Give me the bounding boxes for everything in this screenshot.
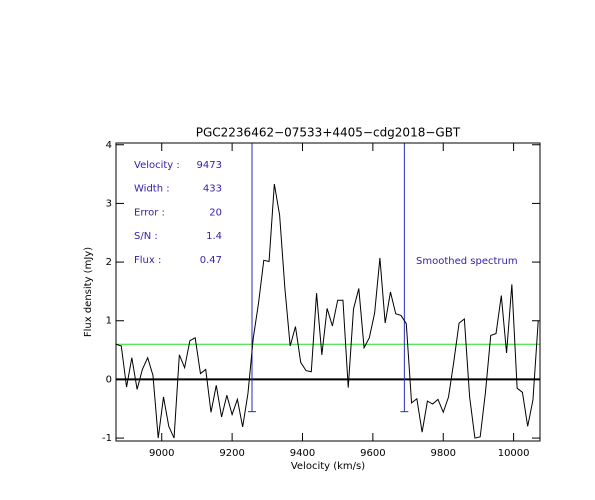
x-tick-label: 9400: [290, 448, 315, 459]
stat-value: 20: [209, 207, 222, 218]
stat-label: Flux :: [134, 255, 161, 266]
stat-value: 9473: [197, 160, 222, 171]
x-tick-label: 9800: [431, 448, 456, 459]
stat-value: 1.4: [206, 231, 222, 242]
x-tick-label: 10000: [498, 448, 530, 459]
plot-frame: [115, 142, 541, 442]
x-tick-label: 9000: [149, 448, 174, 459]
x-axis-label: Velocity (km/s): [291, 461, 365, 472]
chart-title: PGC2236462−07533+4405−cdg2018−GBT: [196, 126, 461, 140]
stat-label: Velocity :: [134, 160, 180, 171]
stat-value: 433: [203, 184, 222, 195]
y-tick-label: 0: [106, 374, 112, 385]
x-tick-label: 9200: [219, 448, 244, 459]
stat-label: Width :: [134, 184, 170, 195]
y-tick-label: 3: [106, 198, 112, 209]
y-tick-label: 2: [106, 257, 112, 268]
x-tick-label: 9600: [360, 448, 385, 459]
y-tick-label: -1: [102, 433, 112, 444]
spectrum-line: [116, 183, 539, 439]
y-tick-label: 1: [106, 316, 112, 327]
stat-label: Error :: [134, 207, 165, 218]
stat-value: 0.47: [200, 255, 222, 266]
y-axis-label: Flux density (mJy): [83, 247, 94, 337]
legend-label: Smoothed spectrum: [416, 256, 518, 267]
y-tick-label: 4: [106, 140, 112, 151]
stat-label: S/N :: [134, 231, 158, 242]
